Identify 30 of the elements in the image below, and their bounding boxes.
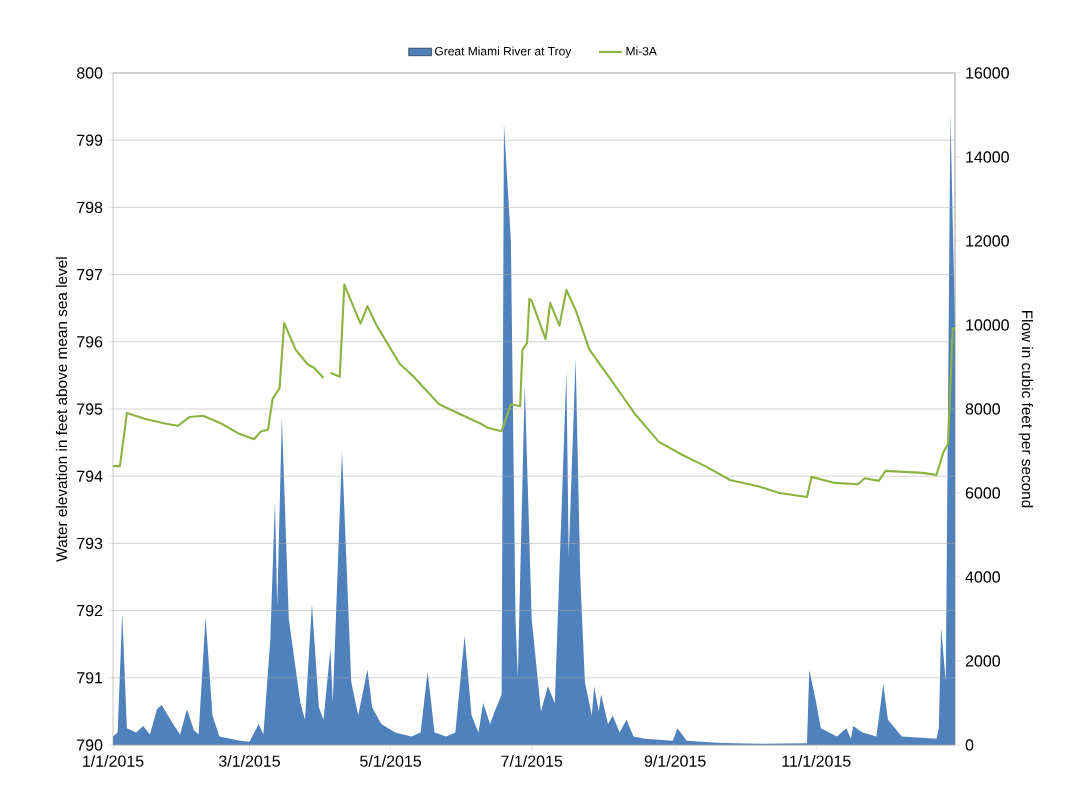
x-tick-label: 9/1/2015: [644, 755, 706, 767]
y2-tick-label: 12000: [966, 235, 1009, 247]
y-tick-label: 797: [77, 268, 103, 281]
y-tick-label: 800: [76, 67, 103, 79]
x-tick-label: 1/1/2015: [83, 755, 144, 767]
y2-axis-title: Flow in cubic feet per second: [1018, 310, 1033, 508]
y-tick-label: 799: [77, 134, 103, 146]
x-tick-label: 5/1/2015: [360, 755, 422, 767]
y2-tick-label: 2000: [965, 655, 1001, 667]
y-tick-label: 793: [77, 537, 103, 550]
x-tick-label: 3/1/2015: [218, 755, 280, 767]
y-tick-label: 791: [77, 672, 103, 684]
y-tick-label: 790: [77, 739, 103, 751]
y-tick-label: 795: [77, 403, 103, 415]
y-tick-label: 796: [77, 336, 103, 348]
x-tick-label: 11/1/2015: [782, 755, 851, 767]
legend-label: Great Miami River at Troy: [435, 46, 572, 58]
y2-tick-label: 10000: [966, 319, 1009, 331]
y2-tick-label: 16000: [966, 67, 1009, 79]
y2-tick-label: 4000: [965, 571, 1001, 583]
y2-tick-label: 14000: [966, 151, 1009, 163]
y-axis-title: Water elevation in feet above mean sea level: [55, 257, 68, 562]
y2-tick-label: 6000: [965, 487, 1001, 499]
y2-tick-label: 0: [965, 739, 974, 751]
y-tick-label: 794: [77, 470, 103, 482]
legend-label: Mi-3A: [626, 46, 657, 56]
y-tick-label: 792: [77, 604, 103, 617]
y-tick-label: 798: [77, 201, 103, 214]
y2-tick-label: 8000: [965, 403, 1001, 415]
x-tick-label: 7/1/2015: [501, 755, 563, 767]
